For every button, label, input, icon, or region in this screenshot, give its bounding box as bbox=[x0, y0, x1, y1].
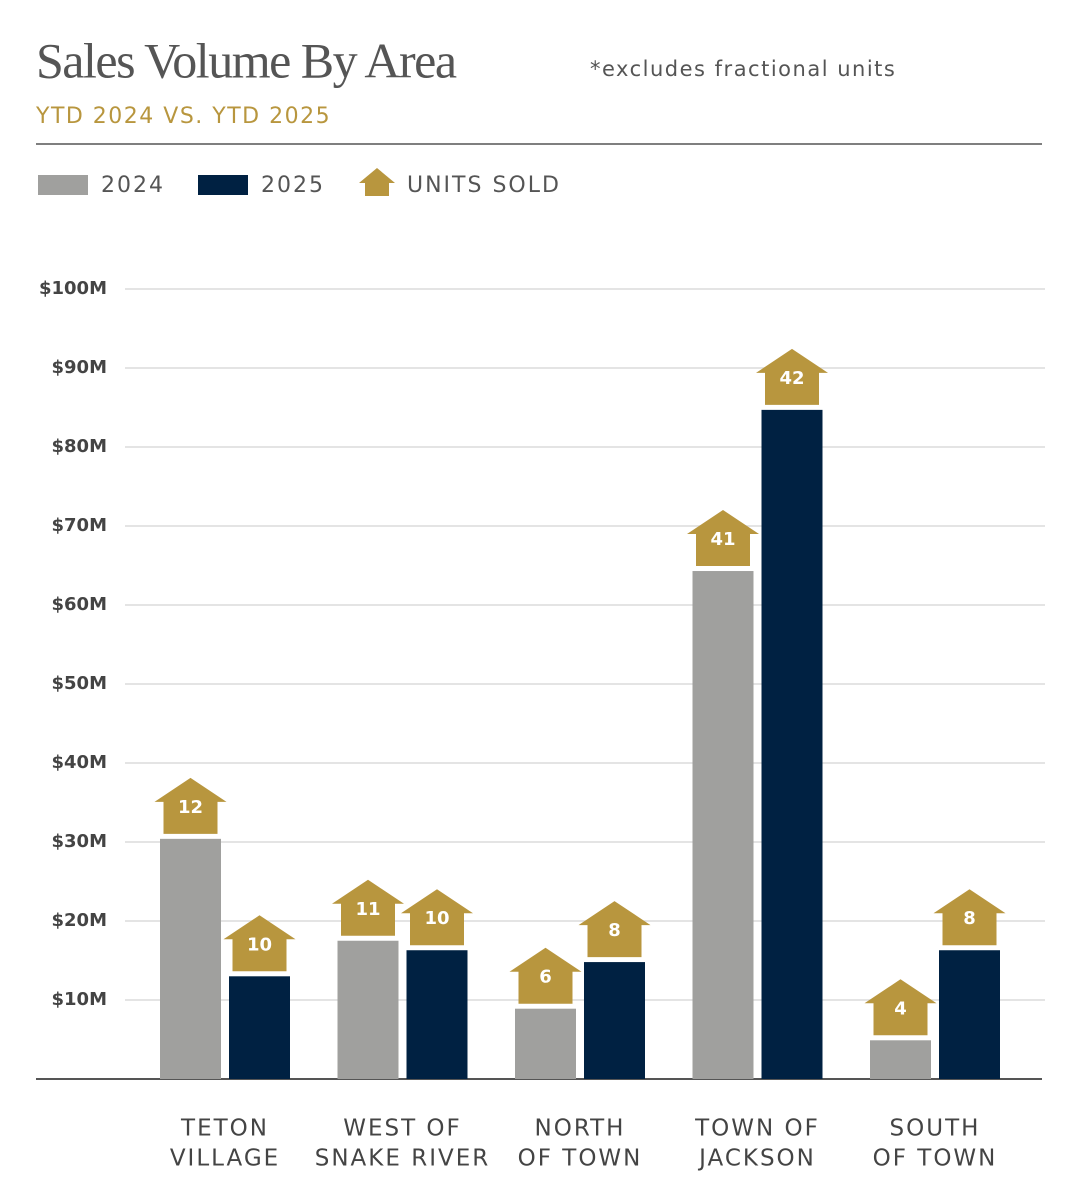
x-tick-label: OF TOWN bbox=[873, 1146, 998, 1172]
bar bbox=[337, 940, 399, 1079]
bar bbox=[406, 950, 468, 1079]
bar bbox=[761, 409, 823, 1079]
y-tick-label: $60M bbox=[52, 594, 108, 615]
units-badge bbox=[154, 777, 227, 834]
bar bbox=[939, 950, 1000, 1079]
legend-swatch bbox=[38, 175, 88, 195]
bar bbox=[870, 1040, 931, 1079]
bar bbox=[515, 1008, 576, 1079]
x-tick-label: SNAKE RIVER bbox=[315, 1146, 490, 1172]
legend-icon bbox=[359, 168, 395, 196]
y-tick-label: $30M bbox=[52, 831, 108, 852]
units-label: 42 bbox=[779, 368, 804, 389]
y-tick-label: $10M bbox=[52, 989, 108, 1010]
units-label: 11 bbox=[355, 899, 380, 920]
units-badge bbox=[509, 947, 582, 1004]
units-badge bbox=[933, 889, 1006, 946]
x-tick-label: VILLAGE bbox=[170, 1146, 280, 1172]
chart-subtitle: YTD 2024 VS. YTD 2025 bbox=[35, 104, 331, 129]
chart-title: Sales Volume By Area bbox=[36, 32, 457, 88]
bar bbox=[692, 571, 754, 1079]
legend-label: UNITS SOLD bbox=[407, 173, 561, 198]
y-tick-label: $20M bbox=[52, 910, 108, 931]
units-badge bbox=[756, 348, 828, 405]
legend-swatch bbox=[198, 175, 248, 195]
x-tick-label: NORTH bbox=[535, 1116, 626, 1142]
legend-label: 2024 bbox=[101, 173, 165, 198]
y-tick-label: $100M bbox=[39, 278, 107, 299]
units-label: 8 bbox=[963, 908, 976, 929]
units-label: 12 bbox=[178, 797, 203, 818]
x-tick-label: TOWN OF bbox=[694, 1116, 820, 1142]
units-label: 8 bbox=[608, 920, 621, 941]
units-badge bbox=[864, 979, 937, 1036]
units-badge bbox=[687, 510, 759, 567]
units-label: 6 bbox=[539, 967, 552, 988]
x-tick-label: SOUTH bbox=[890, 1116, 981, 1142]
units-badge bbox=[332, 879, 404, 936]
y-tick-label: $80M bbox=[52, 436, 108, 457]
units-badge bbox=[578, 901, 651, 958]
note: *excludes fractional units bbox=[590, 57, 896, 81]
bar bbox=[229, 976, 290, 1079]
units-badge bbox=[223, 915, 296, 972]
y-tick-label: $70M bbox=[52, 515, 108, 536]
units-badge bbox=[401, 889, 473, 946]
legend-label: 2025 bbox=[261, 173, 325, 198]
y-tick-label: $40M bbox=[52, 752, 108, 773]
x-tick-label: WEST OF bbox=[343, 1116, 462, 1142]
units-label: 4 bbox=[894, 998, 907, 1019]
x-tick-label: TETON bbox=[180, 1116, 269, 1142]
units-label: 10 bbox=[247, 934, 272, 955]
units-label: 10 bbox=[424, 908, 449, 929]
units-label: 41 bbox=[710, 529, 735, 550]
bar bbox=[160, 838, 221, 1079]
y-tick-label: $50M bbox=[52, 673, 108, 694]
x-tick-label: JACKSON bbox=[697, 1146, 816, 1172]
y-tick-label: $90M bbox=[52, 357, 108, 378]
x-tick-label: OF TOWN bbox=[518, 1146, 643, 1172]
bar bbox=[584, 962, 645, 1079]
